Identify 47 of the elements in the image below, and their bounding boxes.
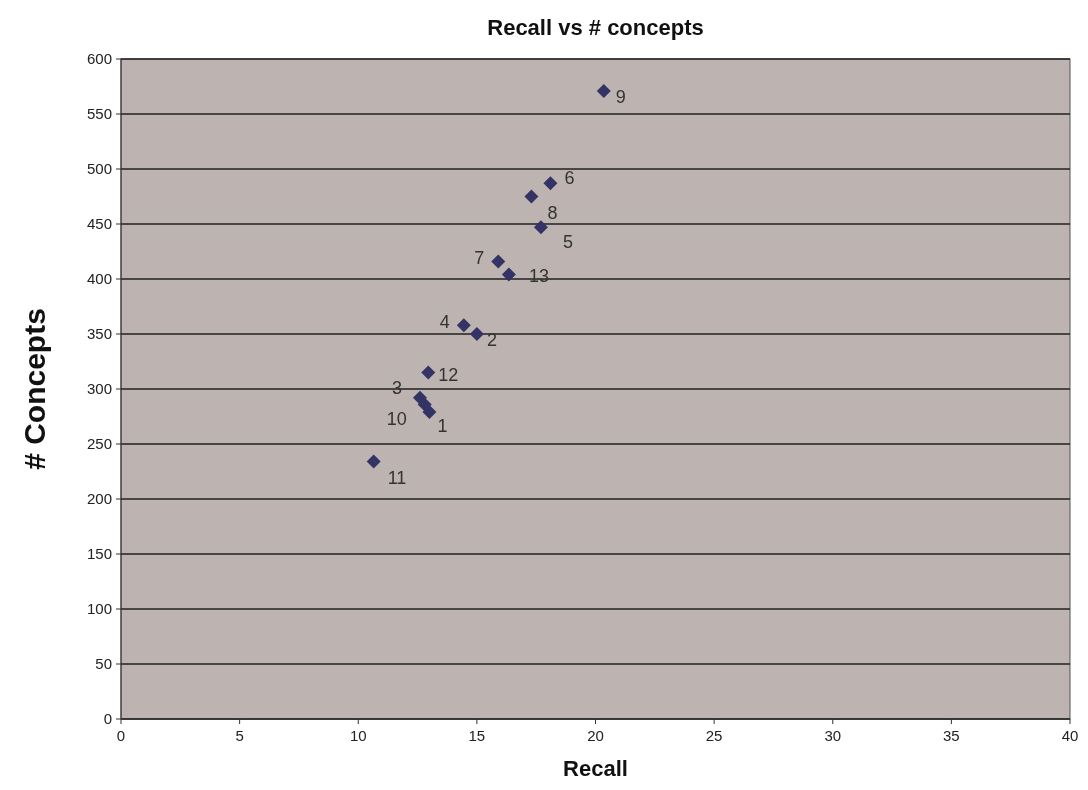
y-tick-label: 100 [86, 600, 112, 618]
point [456, 318, 471, 333]
annotation: 1 [437, 416, 448, 437]
annotation: 10 [386, 408, 407, 429]
y-tick-label: 50 [95, 655, 112, 673]
annotation: 6 [564, 167, 575, 188]
point [491, 254, 506, 269]
point [417, 397, 432, 412]
x-tick-label: 15 [468, 727, 486, 744]
annotation: 2 [486, 330, 497, 351]
point [421, 365, 436, 380]
x-tick-label: 30 [824, 727, 842, 744]
y-tick-label: 150 [86, 545, 112, 563]
point [366, 454, 381, 469]
point [524, 189, 539, 204]
point [469, 327, 484, 341]
chart-title: Recall vs # concepts [487, 15, 704, 40]
annotation: 11 [387, 467, 407, 488]
x-tick-label: 10 [349, 727, 367, 744]
y-tick-label: 0 [103, 710, 112, 728]
y-tick-label: 350 [86, 325, 112, 343]
point [501, 267, 516, 282]
point [533, 220, 548, 235]
annotation: 4 [439, 311, 450, 332]
x-tick-label: 5 [235, 727, 244, 744]
annotation: 7 [474, 247, 485, 268]
annotation: 8 [547, 202, 558, 223]
x-tick-label: 0 [116, 727, 126, 744]
x-tick-label: 20 [587, 727, 604, 744]
y-tick-label: 300 [86, 380, 112, 398]
y-tick-label: 200 [86, 490, 112, 508]
x-tick-label: 25 [705, 727, 723, 744]
annotation: 9 [615, 87, 626, 108]
annotation: 5 [562, 231, 573, 252]
x-tick-label: 40 [1061, 727, 1079, 744]
y-tick-label: 550 [86, 105, 112, 123]
y-tick-label: 500 [86, 160, 112, 178]
y-axis-title: # Concepts [18, 308, 51, 470]
annotation: 12 [438, 364, 459, 385]
y-tick-label: 600 [86, 50, 112, 68]
x-tick-label: 35 [943, 727, 960, 744]
y-tick-label: 450 [86, 215, 112, 233]
x-axis-title: Recall [563, 756, 628, 781]
point [596, 83, 611, 98]
point [543, 176, 558, 191]
y-tick-label: 250 [86, 435, 112, 453]
y-tick-label: 400 [86, 270, 112, 288]
